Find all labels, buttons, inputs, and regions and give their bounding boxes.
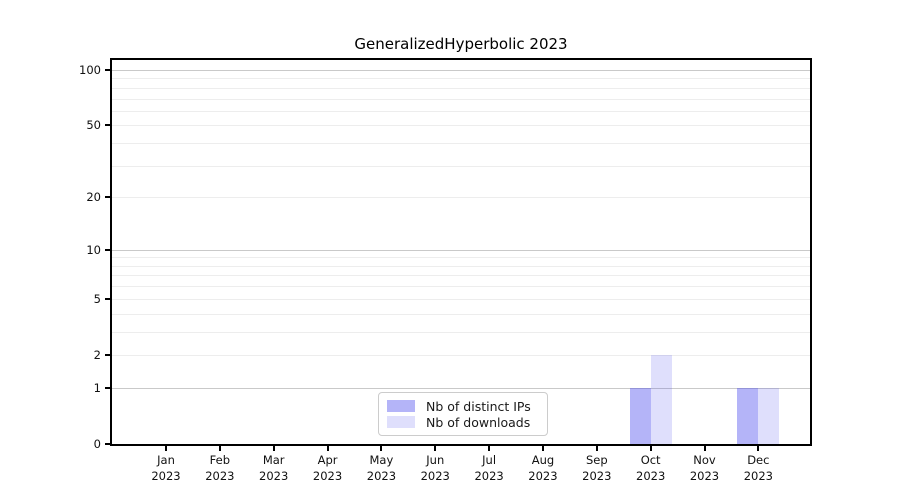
x-tick-mark (218, 446, 221, 451)
legend-swatch-downloads (387, 416, 415, 428)
y-gridline-minor (112, 298, 810, 300)
x-tick-mark (326, 446, 329, 451)
x-tick-label: Apr 2023 (312, 453, 343, 483)
y-tick-label: 0 (93, 437, 101, 451)
x-tick-label: Oct 2023 (636, 453, 666, 483)
y-gridline-minor (112, 87, 810, 89)
chart-title: GeneralizedHyperbolic 2023 (354, 35, 568, 53)
legend: Nb of distinct IPs Nb of downloads (378, 392, 548, 436)
y-tick-label: 100 (79, 63, 101, 77)
y-gridline-minor (112, 125, 810, 127)
legend-label-distinct-ips: Nb of distinct IPs (426, 398, 531, 414)
y-gridline-major (112, 387, 810, 389)
bar-downloads (758, 387, 780, 444)
x-tick-label: Dec 2023 (743, 453, 773, 483)
x-tick-mark (434, 446, 437, 451)
x-tick-label: Feb 2023 (205, 453, 235, 483)
y-gridline-major (112, 249, 810, 251)
y-tick-mark (105, 386, 111, 389)
y-gridline-minor (112, 143, 810, 145)
y-tick-mark (105, 124, 111, 127)
x-tick-label: May 2023 (366, 453, 397, 483)
x-tick-mark (703, 446, 706, 451)
legend-entry-downloads: Nb of downloads (387, 414, 538, 430)
x-tick-mark (272, 446, 275, 451)
legend-label-downloads: Nb of downloads (426, 414, 531, 430)
bar-distinct-ips (629, 387, 651, 444)
x-tick-mark (757, 446, 760, 451)
y-tick-label: 10 (86, 242, 101, 257)
x-tick-mark (541, 446, 544, 451)
x-tick-mark (595, 446, 598, 451)
y-tick-mark (105, 297, 111, 300)
y-gridline-minor (112, 78, 810, 80)
y-gridline-minor (112, 110, 810, 112)
x-tick-mark (649, 446, 652, 451)
bar-downloads (650, 354, 672, 444)
legend-swatch-distinct-ips (387, 400, 415, 412)
y-tick-label: 20 (86, 190, 101, 205)
y-tick-mark (105, 353, 111, 356)
y-gridline-minor (112, 165, 810, 167)
x-tick-label: Jul 2023 (474, 453, 504, 483)
y-gridline-minor (112, 331, 810, 333)
y-gridline-minor (112, 197, 810, 199)
y-tick-label: 5 (93, 291, 101, 306)
bar-distinct-ips (737, 387, 759, 444)
y-tick-mark (105, 443, 111, 445)
y-gridline-minor (112, 257, 810, 259)
x-tick-label: Nov 2023 (689, 453, 720, 483)
y-gridline-major (112, 70, 810, 71)
x-tick-mark (488, 446, 491, 451)
x-tick-label: Aug 2023 (528, 453, 558, 483)
plot-area (112, 60, 810, 444)
y-tick-mark (105, 248, 111, 251)
x-tick-label: Mar 2023 (259, 453, 289, 483)
y-gridline-minor (112, 286, 810, 288)
y-gridline-minor (112, 354, 810, 356)
y-gridline-minor (112, 313, 810, 315)
y-tick-label: 1 (93, 380, 101, 395)
y-tick-mark (105, 69, 111, 71)
y-tick-label: 2 (93, 347, 101, 362)
y-tick-mark (105, 196, 111, 199)
x-tick-label: Sep 2023 (582, 453, 612, 483)
x-tick-label: Jan 2023 (151, 453, 181, 483)
y-gridline-minor (112, 98, 810, 100)
y-tick-label: 50 (86, 118, 101, 133)
legend-entry-distinct-ips: Nb of distinct IPs (387, 398, 538, 414)
x-tick-mark (165, 446, 167, 451)
x-tick-label: Jun 2023 (420, 453, 450, 483)
y-gridline-minor (112, 275, 810, 277)
y-gridline-minor (112, 265, 810, 267)
x-tick-mark (380, 446, 383, 451)
